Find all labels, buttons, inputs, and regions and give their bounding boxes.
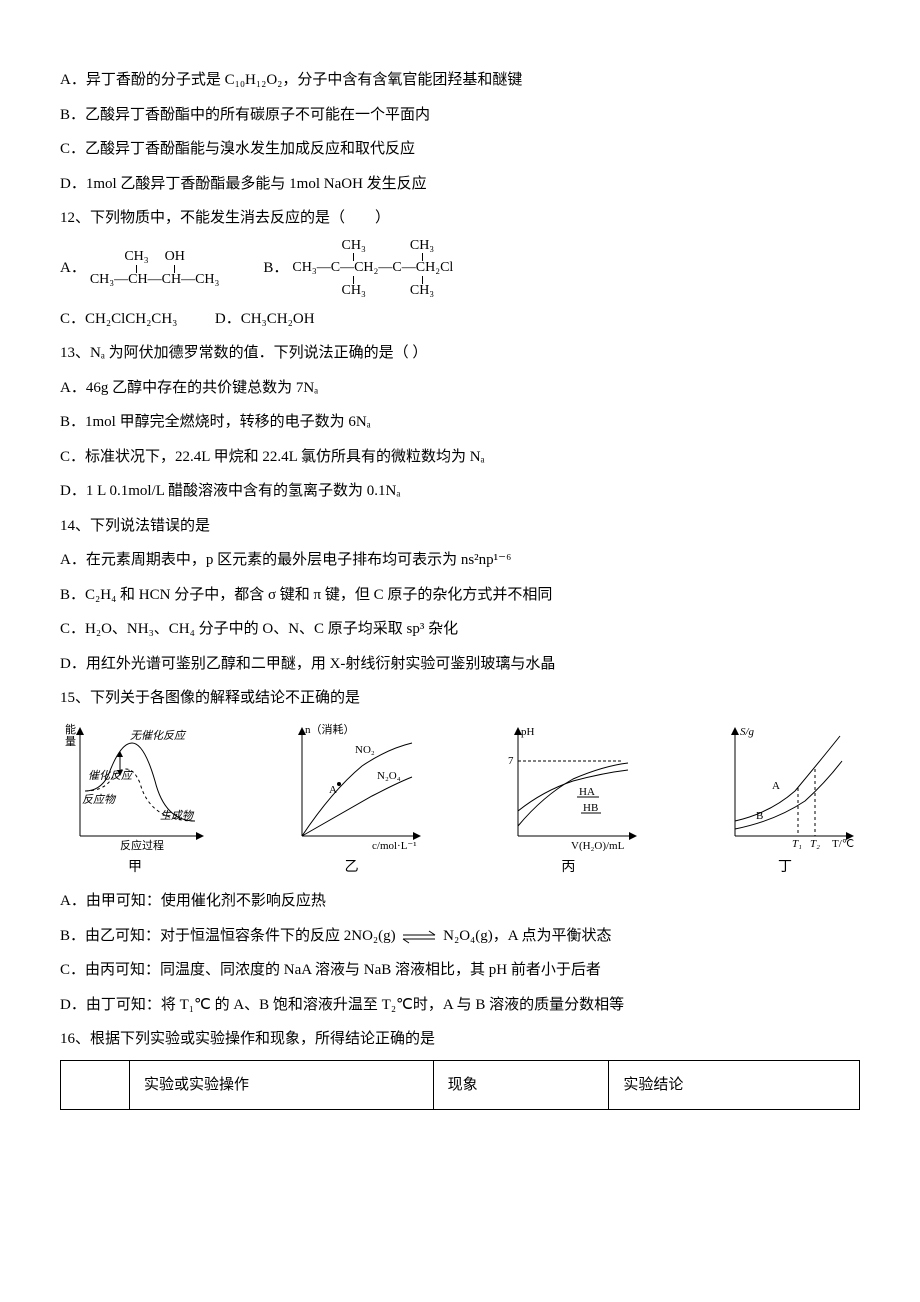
- q14-stem: 14、下列说法错误的是: [60, 512, 860, 541]
- q16-h3: 实验结论: [609, 1060, 860, 1110]
- q15-option-b: B．由乙可知：对于恒温恒容条件下的反应 2NO₂(g) N₂O₄(g)，A 点为…: [60, 922, 860, 951]
- jia-t4: 生成物: [160, 809, 195, 822]
- q11-option-c: C．乙酸异丁香酚酯能与溴水发生加成反应和取代反应: [60, 135, 860, 164]
- q15-option-d: D．由丁可知：将 T₁℃ 的 A、B 饱和溶液升温至 T₂℃时，A 与 B 溶液…: [60, 991, 860, 1020]
- q12-options-ab: A． CH₃ OH CH₃—CH—CH—CH₃ B． CH₃: [60, 239, 860, 299]
- q15-b-post: N₂O₄(g)，A 点为平衡状态: [443, 928, 611, 944]
- ding-b: B: [756, 810, 763, 822]
- bing-xl: V(H₂O)/mL: [571, 840, 625, 851]
- q11-option-a: A．异丁香酚的分子式是 C₁₀H₁₂O₂，分子中含有含氧官能团羟基和醚键: [60, 66, 860, 95]
- yi-s2: N₂O₄: [377, 770, 401, 782]
- q12-b-t2: CH₃: [410, 239, 434, 254]
- chart-bing-label: 丙: [561, 855, 575, 882]
- ding-t2: T₂: [810, 838, 820, 850]
- yi-yl: n（消耗）: [305, 722, 355, 736]
- q13-option-c: C．标准状况下，22.4L 甲烷和 22.4L 氯仿所具有的微粒数均为 Nₐ: [60, 443, 860, 472]
- ding-a: A: [772, 780, 780, 792]
- jia-xl: 反应过程: [120, 838, 164, 851]
- q12-a-label: A．: [60, 254, 86, 283]
- chart-ding-label: 丁: [778, 855, 792, 882]
- q15-b-pre: B．由乙可知：对于恒温恒容条件下的反应 2NO₂(g): [60, 928, 396, 944]
- bing-ha: HA: [579, 786, 595, 798]
- ding-yl: S/g: [740, 726, 755, 738]
- q15-option-a: A．由甲可知：使用催化剂不影响反应热: [60, 887, 860, 916]
- q16-table: 实验或实验操作 现象 实验结论: [60, 1060, 860, 1111]
- q12-b-b1: CH₃: [342, 284, 366, 299]
- q12-b-mid: CH₃—C—CH₂—C—CH₂Cl: [292, 261, 453, 276]
- q16-h1: 实验或实验操作: [130, 1060, 434, 1110]
- q12-a-bottom: CH₃—CH—CH—CH₃: [90, 273, 220, 288]
- q12-a-t2: OH: [165, 250, 185, 265]
- q12-struct-a: CH₃ OH CH₃—CH—CH—CH₃: [90, 250, 220, 287]
- q11-option-d: D．1mol 乙酸异丁香酚酯最多能与 1mol NaOH 发生反应: [60, 170, 860, 199]
- q13-option-a: A．46g 乙醇中存在的共价键总数为 7Nₐ: [60, 374, 860, 403]
- ding-xl: T/℃: [832, 838, 854, 850]
- q14-option-c: C．H₂O、NH₃、CH₄ 分子中的 O、N、C 原子均采取 sp³ 杂化: [60, 615, 860, 644]
- q13-stem: 13、Nₐ 为阿伏加德罗常数的值．下列说法正确的是（ ）: [60, 339, 860, 368]
- q16-cell-blank: [61, 1060, 130, 1110]
- q15-option-c: C．由丙可知：同温度、同浓度的 NaA 溶液与 NaB 溶液相比，其 pH 前者…: [60, 956, 860, 985]
- chart-yi-svg: n（消耗） NO₂ N₂O₄ A c/mol·L⁻¹: [277, 721, 427, 851]
- chart-jia-label: 甲: [128, 855, 142, 882]
- chart-bing: pH 7 HA HB V(H₂O)/mL 丙: [493, 721, 643, 882]
- q14-option-d: D．用红外光谱可鉴别乙醇和二甲醚，用 X-射线衍射实验可鉴别玻璃与水晶: [60, 650, 860, 679]
- chart-ding-svg: S/g A B T₁ T₂ T/℃: [710, 721, 860, 851]
- bing-tick: 7: [508, 755, 514, 767]
- q12-struct-b: CH₃ CH₃ CH₃—C—CH₂—C—CH₂Cl CH₃ CH₃: [292, 239, 453, 299]
- jia-yl2: 量: [65, 735, 76, 748]
- q14-option-b: B．C₂H₄ 和 HCN 分子中，都含 σ 键和 π 键，但 C 原子的杂化方式…: [60, 581, 860, 610]
- q12-option-d: D．CH₃CH₂OH: [215, 311, 315, 327]
- q11-option-b: B．乙酸异丁香酚酯中的所有碳原子不可能在一个平面内: [60, 101, 860, 130]
- q15-charts: 能 量 无催化反应 催化反应 反应物 生成物 反应过程 甲 n（消耗） NO₂ …: [60, 721, 860, 882]
- jia-t3: 反应物: [82, 793, 117, 806]
- q14-option-a: A．在元素周期表中，p 区元素的最外层电子排布均可表示为 ns²np¹⁻⁶: [60, 546, 860, 575]
- equilibrium-arrow-icon: [399, 922, 439, 951]
- q12-a-t1: CH₃: [124, 250, 148, 265]
- table-row: 实验或实验操作 现象 实验结论: [61, 1060, 860, 1110]
- chart-jia-svg: 能 量 无催化反应 催化反应 反应物 生成物 反应过程: [60, 721, 210, 851]
- q12-options-cd: C．CH₂ClCH₂CH₃ D．CH₃CH₂OH: [60, 305, 860, 334]
- chart-bing-svg: pH 7 HA HB V(H₂O)/mL: [493, 721, 643, 851]
- chart-jia: 能 量 无催化反应 催化反应 反应物 生成物 反应过程 甲: [60, 721, 210, 882]
- q12-stem: 12、下列物质中，不能发生消去反应的是（ ）: [60, 204, 860, 233]
- q15-stem: 15、下列关于各图像的解释或结论不正确的是: [60, 684, 860, 713]
- chart-ding: S/g A B T₁ T₂ T/℃ 丁: [710, 721, 860, 882]
- q12-option-c: C．CH₂ClCH₂CH₃: [60, 311, 177, 327]
- bing-yl: pH: [521, 726, 535, 738]
- q12-b-b2: CH₃: [410, 284, 434, 299]
- ding-t1: T₁: [792, 838, 802, 850]
- jia-yl1: 能: [65, 722, 76, 736]
- q12-option-a: A． CH₃ OH CH₃—CH—CH—CH₃: [60, 250, 223, 287]
- q12-option-b: B． CH₃ CH₃ CH₃—C—CH₂—C—CH₂Cl CH₃: [263, 239, 457, 299]
- q16-h2: 现象: [433, 1060, 609, 1110]
- q12-b-label: B．: [263, 254, 288, 283]
- chart-yi-label: 乙: [345, 855, 359, 882]
- q16-stem: 16、根据下列实验或实验操作和现象，所得结论正确的是: [60, 1025, 860, 1054]
- chart-yi: n（消耗） NO₂ N₂O₄ A c/mol·L⁻¹ 乙: [277, 721, 427, 882]
- yi-xl: c/mol·L⁻¹: [372, 840, 417, 851]
- jia-t1: 无催化反应: [130, 729, 187, 742]
- q12-b-t1: CH₃: [342, 239, 366, 254]
- q13-option-d: D．1 L 0.1mol/L 醋酸溶液中含有的氢离子数为 0.1Nₐ: [60, 477, 860, 506]
- q13-option-b: B．1mol 甲醇完全燃烧时，转移的电子数为 6Nₐ: [60, 408, 860, 437]
- bing-hb: HB: [583, 802, 598, 814]
- yi-s1: NO₂: [355, 744, 375, 756]
- yi-a: A: [329, 784, 337, 796]
- jia-t2: 催化反应: [88, 769, 134, 782]
